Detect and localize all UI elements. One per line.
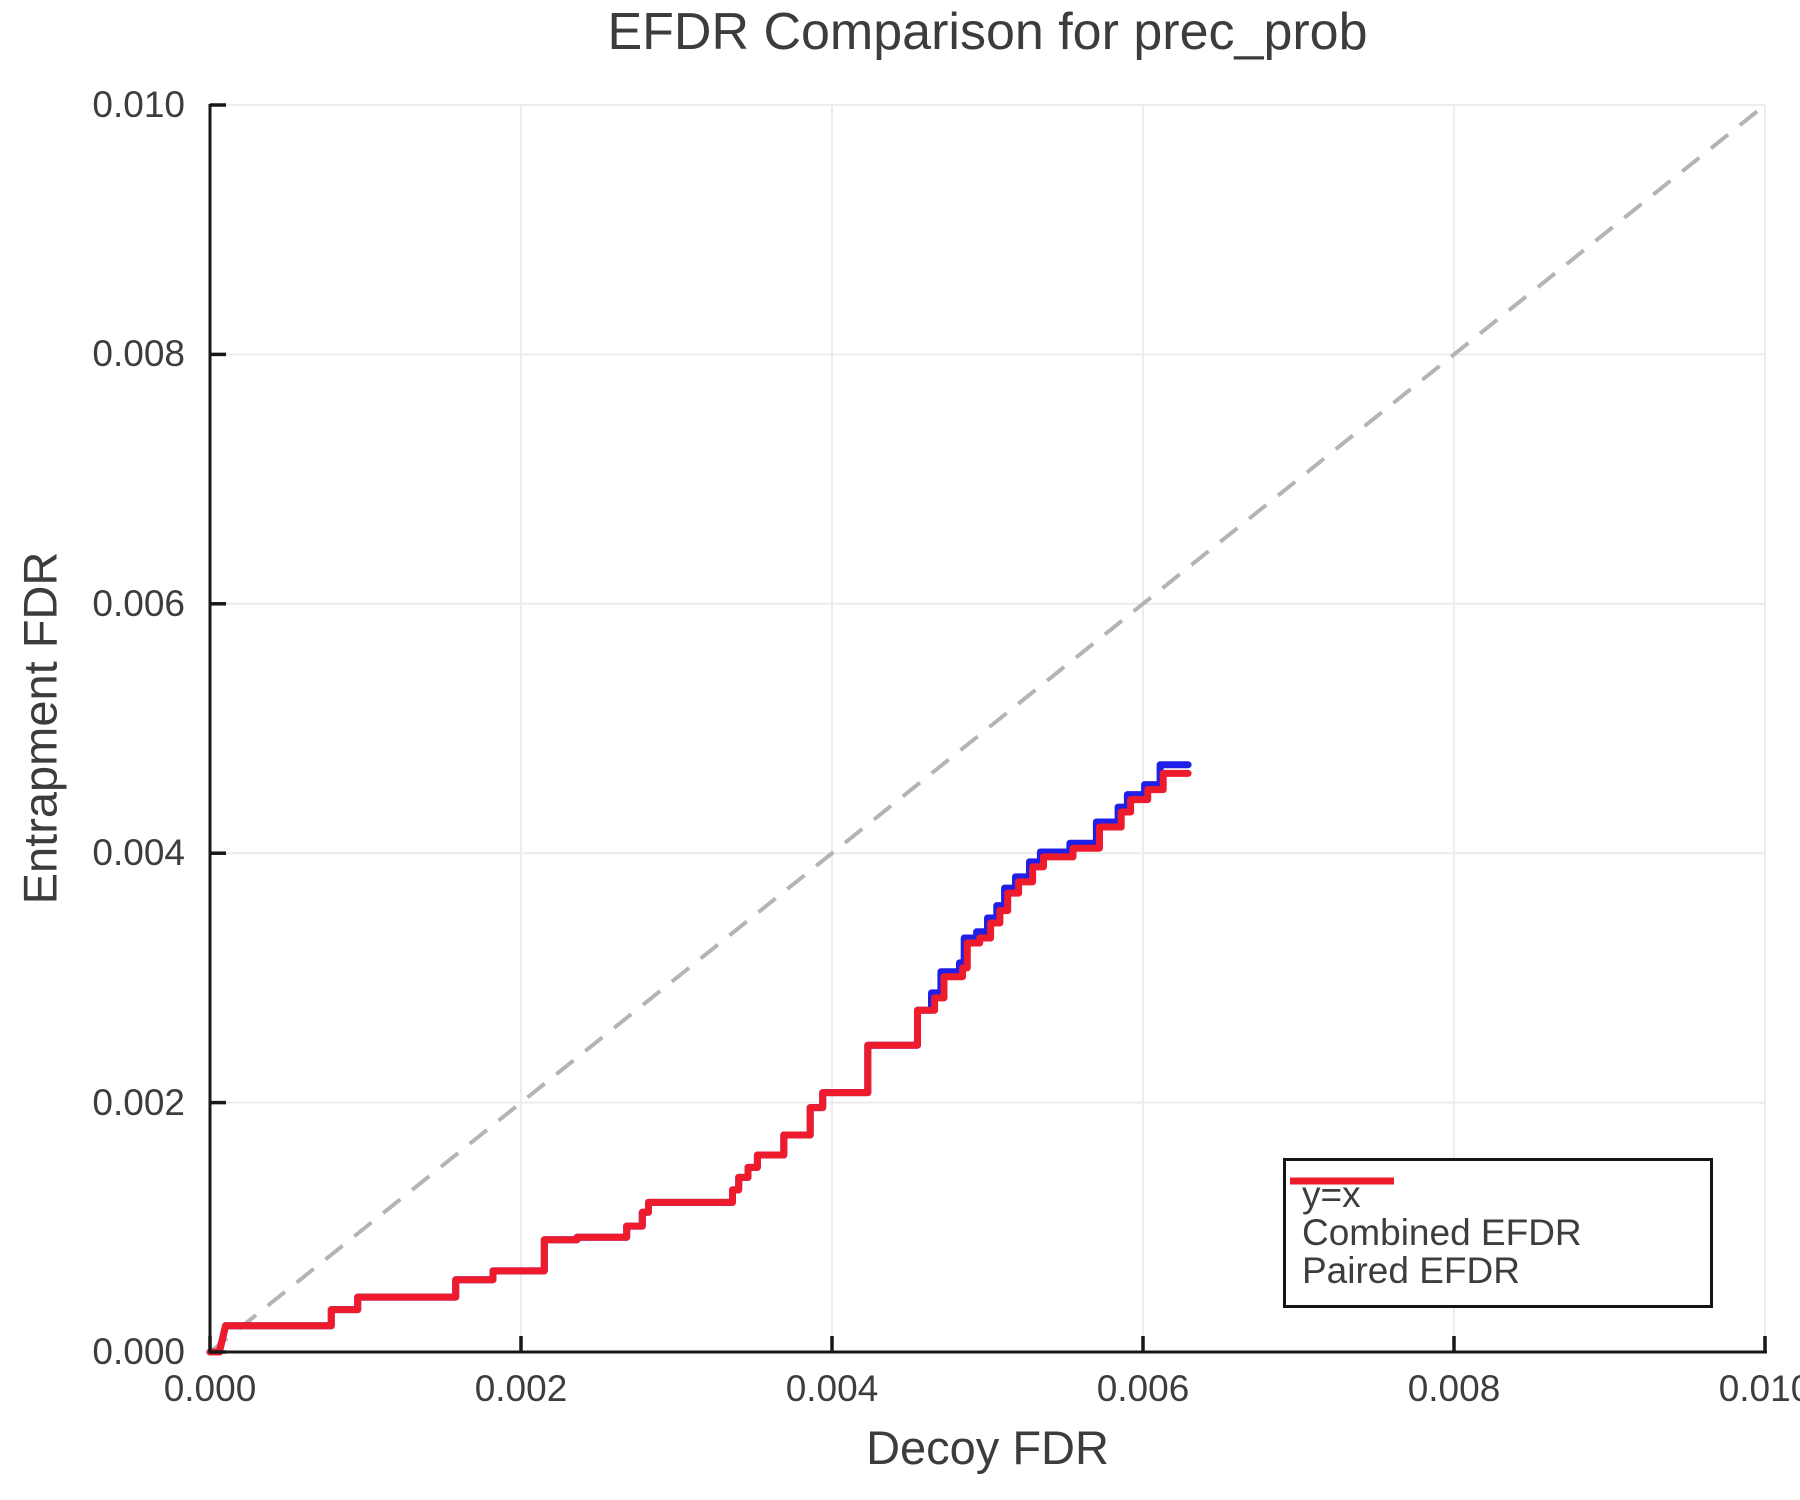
x-tick-label: 0.010 [1718, 1368, 1800, 1409]
y-tick-label: 0.004 [92, 832, 185, 874]
y-tick-label: 0.008 [92, 333, 185, 375]
legend-label: Paired EFDR [1302, 1250, 1520, 1291]
legend-item-combined-efdr: Combined EFDR [1290, 1177, 1710, 1253]
y-tick-label: 0.002 [92, 1081, 185, 1123]
x-axis-label: Decoy FDR [866, 1421, 1109, 1474]
x-tick-label: 0.004 [785, 1368, 879, 1409]
chart-title: EFDR Comparison for prec_prob [607, 3, 1368, 61]
x-tick-label: 0.002 [474, 1368, 568, 1409]
y-tick-label: 0.010 [92, 84, 185, 125]
x-tick-label: 0.008 [1407, 1368, 1501, 1409]
x-tick-label: 0.006 [1096, 1368, 1190, 1409]
line-sample-icon [1290, 1177, 1394, 1185]
x-tick-label: 0.000 [163, 1368, 257, 1409]
y-tick-label: 0.000 [92, 1331, 185, 1372]
y-tick-label: 0.006 [92, 582, 185, 624]
legend-item-paired-efdr: Paired EFDR [1290, 1177, 1710, 1291]
series-paired-efdr [206, 769, 1192, 1356]
legend: y=x Combined EFDR Paired EFDR [1283, 1158, 1713, 1308]
legend-label: Combined EFDR [1302, 1212, 1582, 1253]
